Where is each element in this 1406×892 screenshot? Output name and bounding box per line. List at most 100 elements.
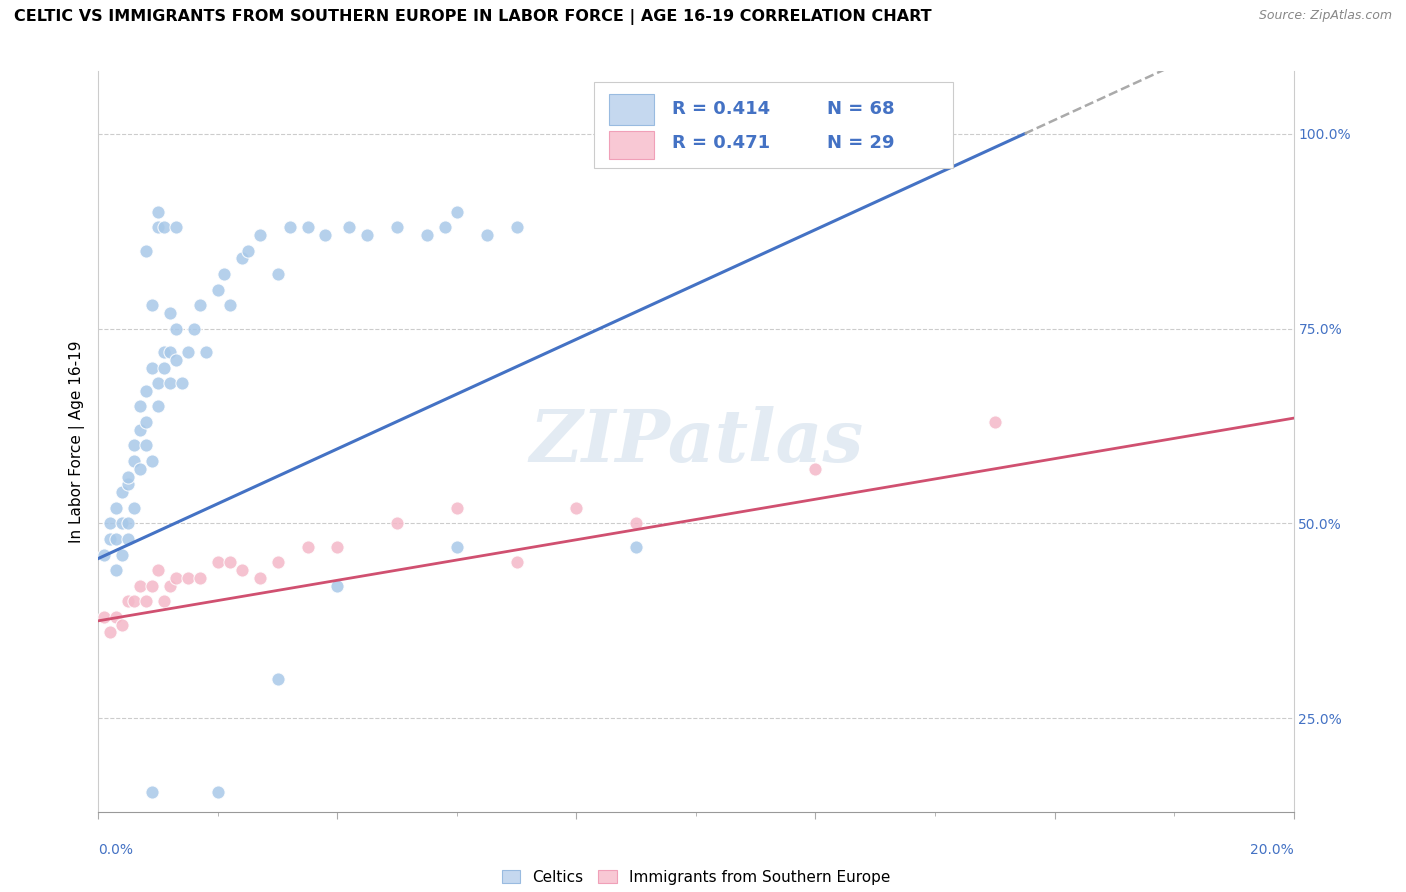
Point bbox=[231, 563, 253, 577]
Point bbox=[207, 283, 229, 297]
Point bbox=[148, 400, 170, 414]
Point bbox=[385, 220, 409, 235]
Point bbox=[159, 579, 181, 593]
Point bbox=[177, 571, 200, 585]
Point bbox=[111, 617, 134, 632]
FancyBboxPatch shape bbox=[609, 130, 654, 159]
Point bbox=[236, 244, 259, 258]
Text: N = 29: N = 29 bbox=[827, 134, 896, 153]
Point bbox=[129, 423, 152, 437]
Point bbox=[153, 594, 176, 608]
Point bbox=[159, 376, 181, 390]
Point bbox=[249, 571, 271, 585]
Point bbox=[385, 516, 409, 531]
Point bbox=[105, 500, 128, 515]
Point bbox=[278, 220, 301, 235]
Point bbox=[141, 579, 163, 593]
Point bbox=[111, 485, 134, 500]
Point bbox=[124, 454, 146, 468]
Point bbox=[135, 384, 157, 398]
Point bbox=[135, 415, 157, 429]
Point bbox=[105, 532, 128, 546]
Point bbox=[141, 298, 163, 312]
Point bbox=[135, 438, 157, 452]
Text: CELTIC VS IMMIGRANTS FROM SOUTHERN EUROPE IN LABOR FORCE | AGE 16-19 CORRELATION: CELTIC VS IMMIGRANTS FROM SOUTHERN EUROP… bbox=[14, 9, 932, 25]
Point bbox=[446, 540, 468, 554]
Text: N = 68: N = 68 bbox=[827, 100, 896, 118]
Point bbox=[105, 610, 128, 624]
Point bbox=[117, 477, 139, 491]
Point bbox=[446, 500, 468, 515]
Point bbox=[188, 571, 211, 585]
Point bbox=[129, 400, 152, 414]
Point bbox=[98, 625, 122, 640]
Point bbox=[124, 500, 146, 515]
Point bbox=[194, 345, 218, 359]
Point bbox=[117, 532, 139, 546]
Point bbox=[446, 204, 468, 219]
FancyBboxPatch shape bbox=[609, 95, 654, 126]
Point bbox=[326, 540, 349, 554]
Point bbox=[93, 610, 115, 624]
Point bbox=[135, 244, 157, 258]
Point bbox=[159, 345, 181, 359]
Point bbox=[124, 594, 146, 608]
Point bbox=[141, 785, 163, 799]
Point bbox=[165, 571, 187, 585]
Point bbox=[124, 438, 146, 452]
Text: 20.0%: 20.0% bbox=[1250, 843, 1294, 857]
Text: R = 0.471: R = 0.471 bbox=[672, 134, 770, 153]
Point bbox=[983, 415, 1005, 429]
Point bbox=[117, 469, 139, 483]
Point bbox=[98, 516, 122, 531]
Point bbox=[111, 548, 134, 562]
Point bbox=[93, 548, 115, 562]
Point bbox=[506, 555, 529, 569]
Point bbox=[148, 563, 170, 577]
Text: 0.0%: 0.0% bbox=[98, 843, 134, 857]
Point bbox=[267, 672, 290, 686]
Point bbox=[117, 594, 139, 608]
Point bbox=[159, 306, 181, 320]
Point bbox=[153, 220, 176, 235]
Point bbox=[153, 345, 176, 359]
Point bbox=[117, 516, 139, 531]
Point bbox=[297, 540, 319, 554]
Point bbox=[624, 540, 647, 554]
Point bbox=[135, 594, 157, 608]
Point bbox=[141, 454, 163, 468]
Point bbox=[267, 267, 290, 281]
Point bbox=[148, 220, 170, 235]
Point bbox=[129, 579, 152, 593]
Point bbox=[183, 321, 205, 335]
Point bbox=[506, 220, 529, 235]
FancyBboxPatch shape bbox=[595, 82, 953, 168]
Point bbox=[297, 220, 319, 235]
Point bbox=[177, 345, 200, 359]
Point bbox=[129, 462, 152, 476]
Legend: Celtics, Immigrants from Southern Europe: Celtics, Immigrants from Southern Europe bbox=[496, 865, 896, 889]
Point bbox=[212, 267, 235, 281]
Point bbox=[475, 227, 498, 242]
Point bbox=[231, 252, 253, 266]
Point bbox=[315, 227, 337, 242]
Point bbox=[326, 579, 349, 593]
Point bbox=[165, 220, 187, 235]
Point bbox=[141, 360, 163, 375]
Point bbox=[165, 321, 187, 335]
Point bbox=[98, 532, 122, 546]
Point bbox=[148, 204, 170, 219]
Point bbox=[416, 227, 439, 242]
Point bbox=[219, 298, 242, 312]
Y-axis label: In Labor Force | Age 16-19: In Labor Force | Age 16-19 bbox=[69, 340, 84, 543]
Text: R = 0.414: R = 0.414 bbox=[672, 100, 770, 118]
Point bbox=[111, 516, 134, 531]
Text: ZIPatlas: ZIPatlas bbox=[529, 406, 863, 477]
Point bbox=[267, 555, 290, 569]
Point bbox=[153, 360, 176, 375]
Point bbox=[249, 227, 271, 242]
Point bbox=[148, 376, 170, 390]
Point bbox=[339, 220, 360, 235]
Point bbox=[165, 352, 187, 367]
Text: Source: ZipAtlas.com: Source: ZipAtlas.com bbox=[1258, 9, 1392, 22]
